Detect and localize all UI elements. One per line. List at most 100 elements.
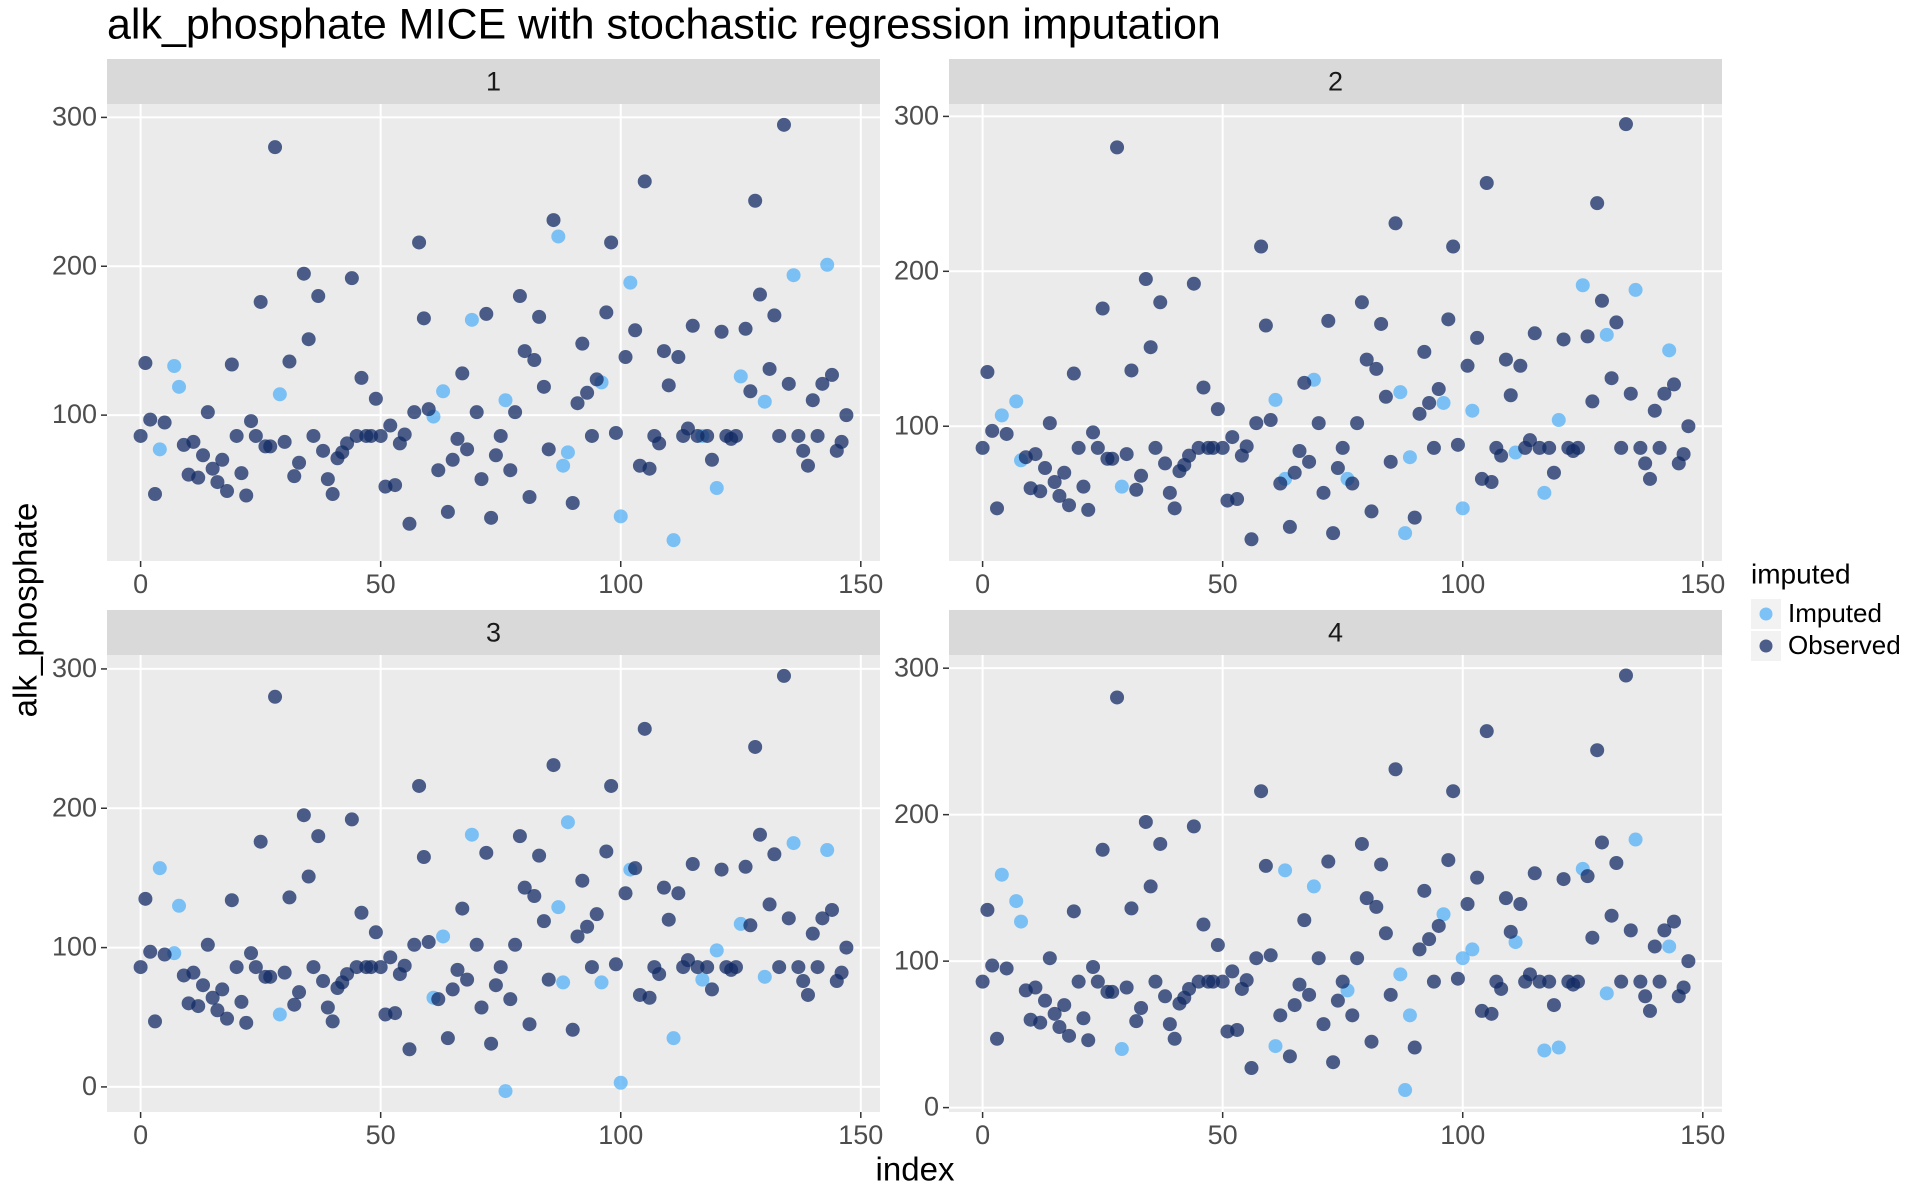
point xyxy=(248,960,263,975)
point xyxy=(1081,1033,1096,1048)
point xyxy=(148,1014,163,1029)
point xyxy=(253,294,268,309)
point xyxy=(1609,855,1624,870)
point xyxy=(1124,901,1139,916)
point xyxy=(709,943,724,958)
point xyxy=(791,428,806,443)
point xyxy=(985,423,1000,438)
point xyxy=(1143,340,1158,355)
point xyxy=(685,318,700,333)
point xyxy=(1182,981,1197,996)
point xyxy=(628,861,643,876)
point xyxy=(1666,914,1681,929)
point xyxy=(1527,326,1542,341)
point xyxy=(1455,951,1470,966)
point xyxy=(1239,439,1254,454)
point xyxy=(220,1011,235,1026)
point xyxy=(407,405,422,420)
point xyxy=(1038,993,1053,1008)
point xyxy=(1441,312,1456,327)
point xyxy=(488,978,503,993)
point xyxy=(1666,377,1681,392)
point xyxy=(407,937,422,952)
point xyxy=(1076,1011,1091,1026)
strip-label: 1 xyxy=(486,67,501,97)
point xyxy=(239,488,254,503)
point xyxy=(671,886,686,901)
y-axis-label: alk_phosphate xyxy=(7,503,44,718)
point xyxy=(1186,819,1201,834)
point xyxy=(546,758,561,773)
point xyxy=(570,396,585,411)
strip-label: 3 xyxy=(486,618,501,648)
x-tick-label: 50 xyxy=(1208,569,1238,599)
point xyxy=(1114,1042,1129,1057)
point xyxy=(575,336,590,351)
point xyxy=(1302,454,1317,469)
point xyxy=(1513,358,1528,373)
point xyxy=(503,463,518,478)
point xyxy=(652,967,667,982)
point xyxy=(1086,425,1101,440)
point xyxy=(1446,784,1461,799)
y-tick-label: 0 xyxy=(82,1071,97,1101)
point xyxy=(1129,482,1144,497)
point xyxy=(1417,344,1432,359)
point xyxy=(1302,987,1317,1002)
point xyxy=(1599,986,1614,1001)
point xyxy=(1479,724,1494,739)
point xyxy=(138,356,153,371)
point xyxy=(1402,1008,1417,1023)
point xyxy=(556,975,571,990)
point xyxy=(1503,388,1518,403)
point xyxy=(532,309,547,324)
chart-title: alk_phosphate MICE with stochastic regre… xyxy=(107,0,1221,48)
point xyxy=(1249,416,1264,431)
point xyxy=(666,1031,681,1046)
point xyxy=(1652,974,1667,989)
point xyxy=(1647,403,1662,418)
point xyxy=(479,845,494,860)
point xyxy=(1306,879,1321,894)
point xyxy=(1570,440,1585,455)
point xyxy=(551,900,566,915)
point xyxy=(1297,913,1312,928)
point xyxy=(738,859,753,874)
point xyxy=(613,1075,628,1090)
point xyxy=(1532,974,1547,989)
point xyxy=(320,1000,335,1015)
point xyxy=(1393,385,1408,400)
point xyxy=(752,287,767,302)
point xyxy=(1028,447,1043,462)
legend-label: Observed xyxy=(1788,630,1901,660)
point xyxy=(1633,440,1648,455)
point xyxy=(1215,440,1230,455)
point xyxy=(1378,389,1393,404)
point xyxy=(253,834,268,849)
point xyxy=(1647,939,1662,954)
point xyxy=(1513,897,1528,912)
point xyxy=(800,987,815,1002)
point xyxy=(580,385,595,400)
point xyxy=(748,739,763,754)
point xyxy=(1230,492,1245,507)
point xyxy=(1345,476,1360,491)
point xyxy=(287,997,302,1012)
point xyxy=(512,829,527,844)
point xyxy=(1537,1043,1552,1058)
point xyxy=(1350,951,1365,966)
point xyxy=(791,960,806,975)
point xyxy=(541,972,556,987)
point xyxy=(464,312,479,327)
x-tick-label: 50 xyxy=(366,1120,396,1150)
point xyxy=(1038,461,1053,476)
legend-marker xyxy=(1759,607,1773,621)
point xyxy=(642,461,657,476)
point xyxy=(1681,419,1696,434)
point xyxy=(661,912,676,927)
point xyxy=(834,434,849,449)
point xyxy=(1158,989,1173,1004)
point xyxy=(1244,532,1259,547)
point xyxy=(1297,375,1312,390)
point xyxy=(1162,485,1177,500)
